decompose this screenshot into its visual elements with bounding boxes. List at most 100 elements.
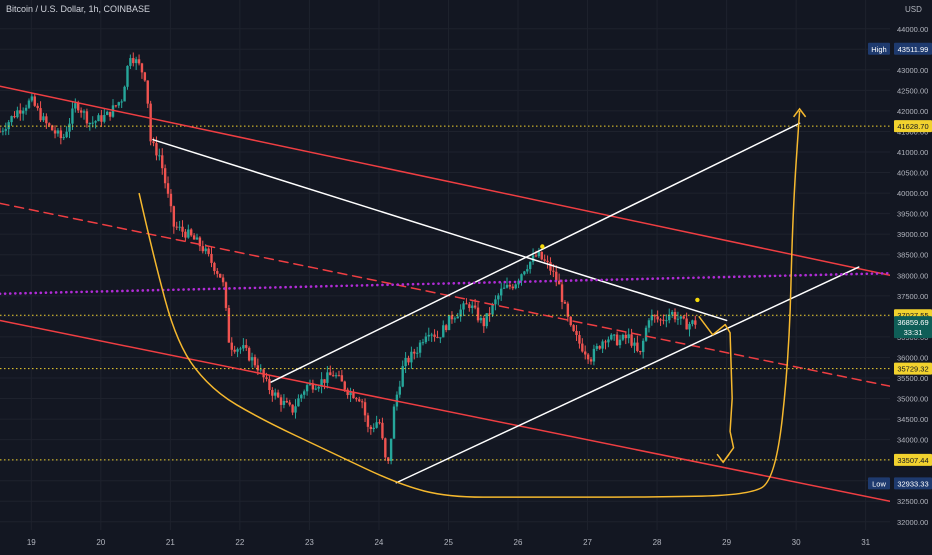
candle-body [444,325,448,331]
level-tag-bg [894,362,932,375]
candle-body [82,111,86,113]
candlesticks [0,52,697,465]
candle-body [670,311,674,315]
candle-body [123,86,126,102]
y-tick-label: 43000.00 [897,66,928,75]
trendline [395,266,860,484]
candle-body [685,318,688,330]
candle-body [665,320,668,322]
candle-body [552,270,555,272]
candle-body [323,379,326,383]
projection-arrowhead [793,107,807,118]
candle-body [595,346,599,349]
x-tick-label: 26 [514,538,523,547]
candle-body [279,397,283,405]
candle-body [45,116,48,124]
trendline [0,85,891,277]
candle-body [120,101,123,103]
candle-body [421,342,425,344]
candle-body [300,394,303,399]
candle-body [94,121,97,123]
candle-body [33,96,36,106]
candle-body [381,422,384,439]
candle-body [239,348,242,350]
candle-body [476,307,480,321]
signal-dot [695,297,700,303]
currency-label: USD [905,5,922,14]
grid-lines [0,0,890,530]
level-tag-bg [894,453,932,466]
candle-body [218,273,222,278]
candle-body [366,415,370,427]
candle-body [523,271,526,275]
current-price-bg [894,316,932,339]
candle-body [213,262,216,272]
y-tick-label: 34500.00 [897,415,928,424]
candle-body [161,155,164,169]
candle-body [384,438,387,458]
candle-body [363,402,367,416]
candle-body [42,116,45,121]
candle-body [242,345,245,349]
candle-body [656,316,659,320]
candle-body [531,255,535,262]
candle-body [108,111,112,117]
candle-body [647,320,651,328]
marker-tag-text: Low [872,479,886,488]
candle-body [276,392,280,398]
candle-body [297,398,300,407]
candle-body [24,107,28,111]
candle-body [62,137,65,139]
candle-body [68,123,71,132]
candle-body [508,284,512,287]
candle-body [453,318,457,320]
candle-body [27,100,31,108]
candle-body [560,284,564,302]
trendline [0,319,891,502]
y-tick-label: 37500.00 [897,292,928,301]
candle-body [442,325,445,338]
candle-body [514,284,517,289]
level-tag-text: 35729.32 [897,365,928,374]
candle-body [369,426,373,430]
candle-body [471,305,474,308]
candle-body [641,340,645,353]
y-tick-label: 39000.00 [897,230,928,239]
level-tag-text: 33507.44 [897,456,928,465]
marker-tag-text: High [871,45,886,54]
candle-body [502,287,506,289]
candle-body [53,130,57,134]
candle-body [427,334,430,337]
candle-body [546,260,549,263]
candle-body [230,342,233,350]
x-tick-label: 27 [583,538,592,547]
candle-body [146,80,149,104]
candle-body [436,336,439,338]
trendline [0,271,892,296]
candle-body [245,345,248,348]
candle-body [439,337,442,339]
level-tag-text: 41628.70 [897,122,928,131]
candle-body [19,110,22,114]
price-axis: 32000.0032500.0033000.0033500.0034000.00… [868,0,932,550]
y-tick-label: 40500.00 [897,169,928,178]
candle-body [401,366,404,387]
candle-body [169,193,173,207]
candle-body [132,58,135,64]
candle-body [195,237,199,240]
candle-body [540,251,543,260]
candle-body [555,271,558,281]
candle-body [74,103,77,109]
candle-body [433,334,436,337]
candle-body [398,386,402,395]
candle-body [114,105,118,107]
candle-body [291,404,294,413]
candle-body [372,427,375,430]
candle-body [407,357,410,363]
y-tick-label: 38000.00 [897,271,928,280]
y-tick-label: 42000.00 [897,107,928,116]
candle-body [271,390,274,396]
candle-body [612,334,616,336]
